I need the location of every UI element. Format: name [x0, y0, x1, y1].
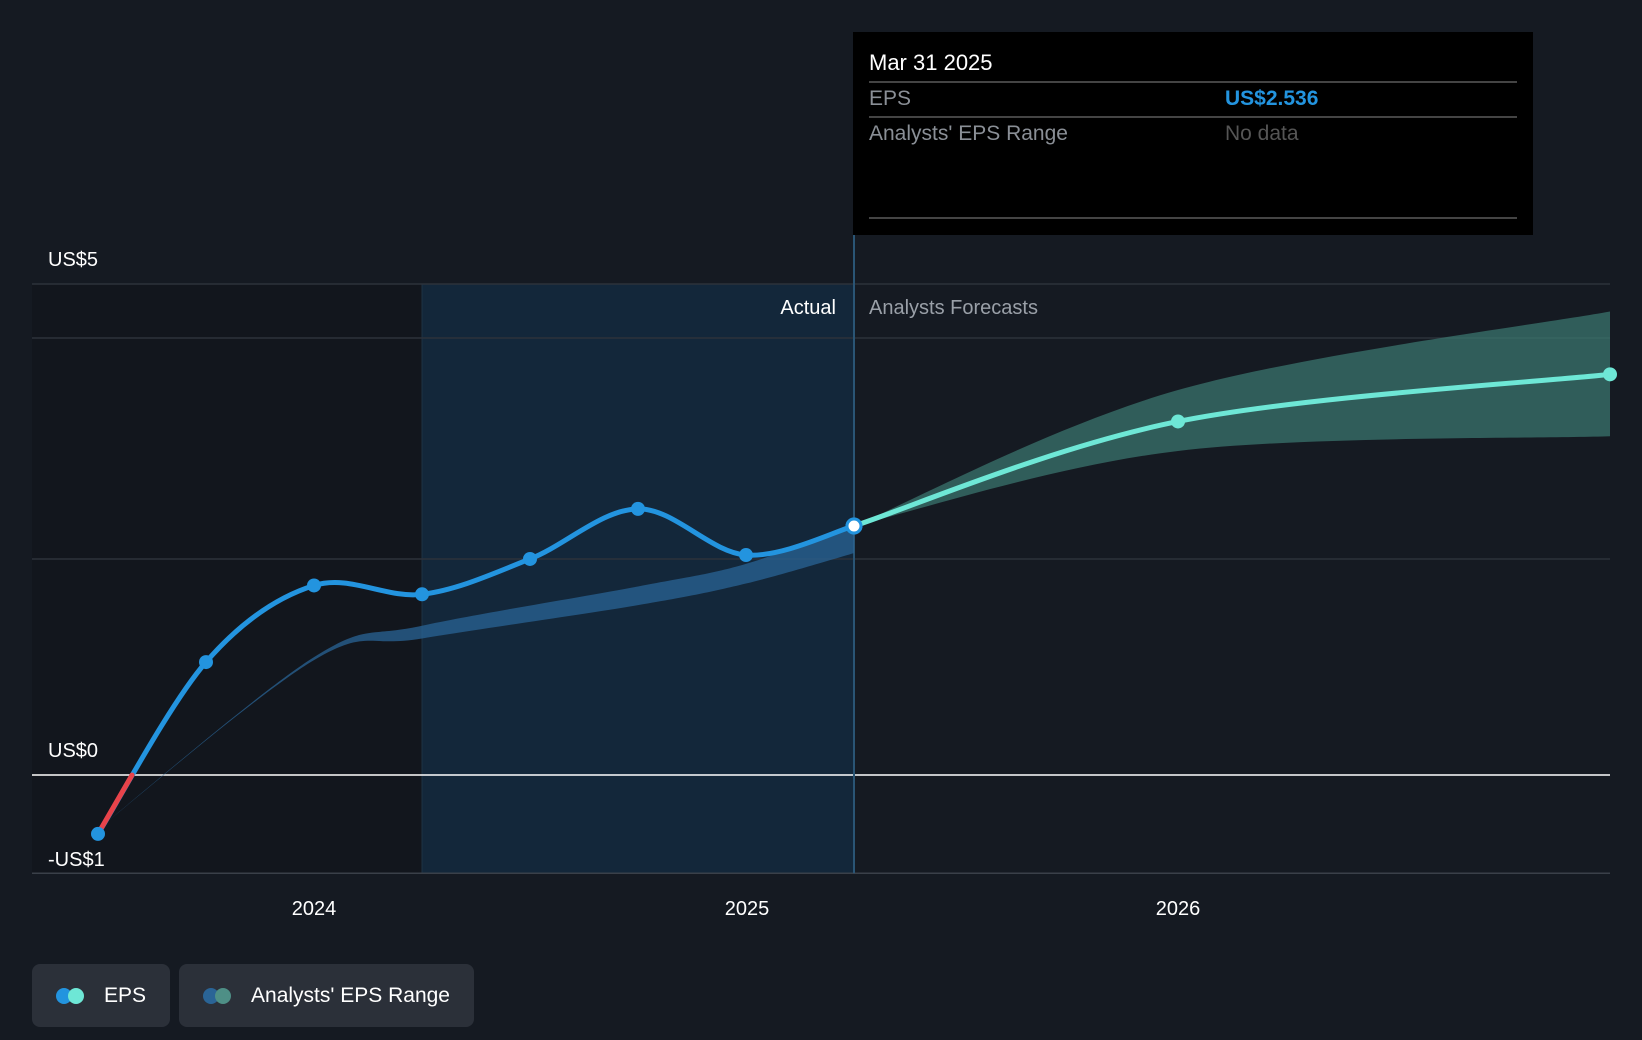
y-tick-label: US$0: [48, 740, 99, 762]
legend-label: EPS: [104, 983, 147, 1007]
past-eps-range-band: [98, 523, 854, 830]
forecast-eps-range-band: [854, 311, 1610, 526]
eps-legend-icon: [56, 987, 86, 1004]
x-tick-label: 2024: [291, 898, 337, 920]
eps-data-point: [631, 501, 645, 516]
tooltip-label: Analysts' EPS Range: [869, 122, 1068, 145]
past-background: [32, 284, 422, 874]
tooltip-divider: [869, 217, 1517, 219]
tooltip-value: No data: [1225, 122, 1299, 145]
eps-data-point: [739, 548, 753, 563]
tooltip-row-eps: EPS US$2.536: [869, 81, 1517, 116]
y-tick-label: -US$1: [48, 849, 105, 871]
tooltip-value: US$2.536: [1225, 87, 1319, 110]
eps-data-point: [523, 551, 537, 566]
tooltip: Mar 31 2025 EPS US$2.536 Analysts' EPS R…: [853, 32, 1533, 235]
tooltip-label: EPS: [869, 87, 912, 110]
actual-section-label: Actual: [780, 297, 836, 319]
eps-data-point: [91, 826, 105, 841]
legend-item-range[interactable]: Analysts' EPS Range: [179, 964, 474, 1027]
eps-data-point: [307, 578, 321, 593]
tooltip-date: Mar 31 2025: [869, 50, 993, 75]
eps-highlight-point: [845, 517, 863, 535]
legend: EPS Analysts' EPS Range: [32, 964, 474, 1027]
tooltip-row-range: Analysts' EPS Range No data: [869, 116, 1517, 151]
x-tick-label: 2026: [1155, 898, 1201, 920]
forecast-section-label: Analysts Forecasts: [869, 297, 1038, 319]
range-legend-icon: [203, 987, 233, 1004]
eps-data-point: [1603, 367, 1617, 382]
y-tick-label: US$5: [48, 249, 99, 271]
eps-data-point: [199, 655, 213, 670]
legend-item-eps[interactable]: EPS: [32, 964, 171, 1027]
eps-negative-segment: [95, 772, 135, 837]
x-tick-label: 2025: [724, 898, 770, 920]
legend-label: Analysts' EPS Range: [251, 983, 450, 1007]
eps-data-point: [415, 587, 429, 602]
eps-data-point: [1171, 414, 1185, 429]
